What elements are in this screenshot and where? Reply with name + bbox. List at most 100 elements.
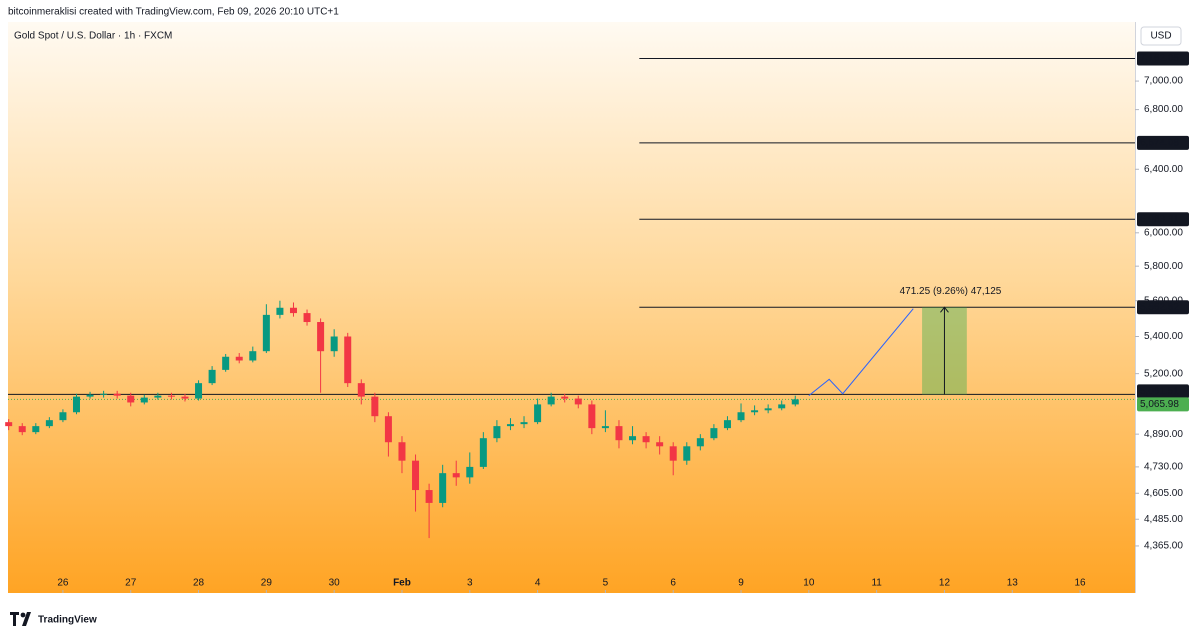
y-tick-label: 4,365.00 <box>1144 541 1183 552</box>
candle-body <box>249 351 257 361</box>
candle-body <box>357 383 365 397</box>
brand-name: TradingView <box>38 615 97 626</box>
x-tick-label: 11 <box>871 578 882 589</box>
candle-body <box>371 396 379 417</box>
candle-body <box>669 446 677 461</box>
candle-body <box>330 336 338 352</box>
candle-body <box>778 404 786 409</box>
candle-body <box>683 446 691 461</box>
symbol-title: Gold Spot / U.S. Dollar · 1h · FXCM <box>14 31 172 42</box>
logo-slash <box>22 612 31 626</box>
candle-body <box>86 394 94 397</box>
candle-body <box>100 393 108 395</box>
level-label: 7,162.05 <box>1140 53 1179 64</box>
y-tick-label: 7,000.00 <box>1144 76 1183 87</box>
candle-body <box>45 420 53 427</box>
candle-body <box>32 426 40 433</box>
candle-body <box>5 422 13 427</box>
level-label: 5,562.62 <box>1140 302 1179 313</box>
candle-body <box>18 426 26 433</box>
y-tick-label: 6,000.00 <box>1144 227 1183 238</box>
logo-mark <box>10 612 19 626</box>
last-price-label: 5,065.98 <box>1140 399 1179 410</box>
candle-body <box>696 438 704 447</box>
x-tick-label: 12 <box>939 578 951 589</box>
x-tick-label: 27 <box>125 578 137 589</box>
candle-body <box>574 398 582 405</box>
candle-body <box>154 395 162 398</box>
candle-body <box>466 466 474 478</box>
candle-body <box>561 396 569 399</box>
candle-body <box>344 336 352 384</box>
level-label-box <box>1137 300 1189 315</box>
x-tick-label: 30 <box>329 578 341 589</box>
y-tick-label: 5,400.00 <box>1144 331 1183 342</box>
plot: 7,000.00 6,800.00 6,400.00 6,000.00 5,800.00… <box>5 51 1189 593</box>
candle-body <box>493 426 501 439</box>
x-tick-label: 9 <box>738 578 744 589</box>
logo-dot <box>20 612 26 618</box>
candle-body <box>72 396 80 413</box>
candle-body <box>723 420 731 429</box>
candle-body <box>167 395 175 397</box>
candle-body <box>303 313 311 323</box>
candle-body <box>398 442 406 461</box>
candle-body <box>737 412 745 421</box>
measure-label: 471.25 (9.26%) 47,125 <box>900 286 1002 297</box>
y-tick-label: 4,730.00 <box>1144 462 1183 473</box>
candle-body <box>629 436 637 441</box>
candle-body <box>534 404 542 423</box>
candle-body <box>791 399 799 405</box>
y-tick-label: 5,800.00 <box>1144 261 1183 272</box>
candle-body <box>452 473 460 478</box>
x-tick-label: 10 <box>803 578 815 589</box>
candle-body <box>208 369 216 384</box>
key-level-label: 5,091.51 <box>1140 386 1179 397</box>
candle-body <box>479 438 487 467</box>
x-tick-label: 26 <box>57 578 69 589</box>
candle-body <box>520 422 528 425</box>
candle-body <box>384 416 392 443</box>
level-label-box <box>1137 51 1189 66</box>
projection-path <box>808 308 914 397</box>
candle-body <box>656 442 664 447</box>
x-tick-label: 28 <box>193 578 205 589</box>
candle-body <box>412 460 420 491</box>
candle-body <box>764 408 772 411</box>
candle-body <box>262 314 270 352</box>
x-tick-label: 13 <box>1007 578 1019 589</box>
candle-body <box>506 424 514 427</box>
x-tick-label: 29 <box>261 578 273 589</box>
header: bitcoinmeraklisi created with TradingVie… <box>8 7 339 18</box>
brand-logo: TradingView <box>10 612 97 626</box>
candle-body <box>317 322 325 352</box>
level-label-box <box>1137 212 1189 227</box>
y-tick-label: 4,890.00 <box>1144 429 1183 440</box>
candle-body <box>222 356 230 370</box>
candle-body <box>235 356 243 361</box>
x-tick-label: 3 <box>467 578 473 589</box>
x-tick-label: 5 <box>603 578 609 589</box>
candle-body <box>601 426 609 429</box>
y-tick-label: 4,485.00 <box>1144 514 1183 525</box>
candle-body <box>289 307 297 314</box>
level-label-box <box>1137 135 1189 150</box>
y-tick-label: 5,200.00 <box>1144 368 1183 379</box>
y-tick-label: 4,605.00 <box>1144 488 1183 499</box>
candle-body <box>751 410 759 413</box>
measure-arrow-head <box>940 306 949 313</box>
candle-body <box>195 383 203 399</box>
currency-label: USD <box>1150 31 1171 42</box>
candle-body <box>276 307 284 315</box>
candle-body <box>140 397 148 403</box>
candle-body <box>181 396 189 399</box>
candle-body <box>59 412 67 421</box>
candle-body <box>547 396 555 405</box>
candle-body <box>439 473 447 503</box>
level-label: 6,574.08 <box>1140 138 1179 149</box>
candle-body <box>642 436 650 443</box>
candle-body <box>615 426 623 441</box>
